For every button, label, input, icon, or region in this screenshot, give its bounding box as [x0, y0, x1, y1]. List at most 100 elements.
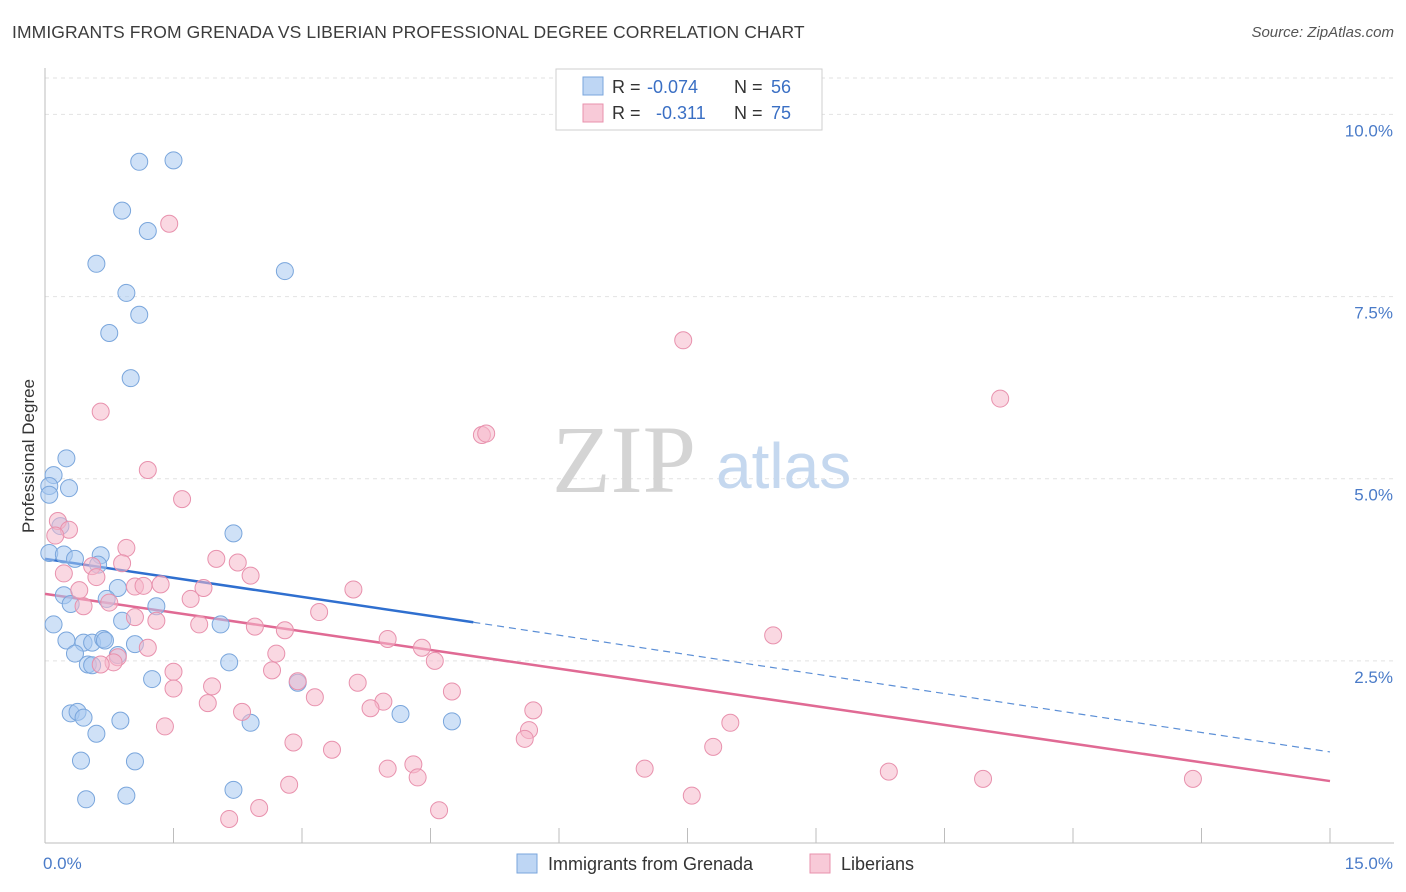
x-tick-label: 0.0%	[43, 854, 82, 873]
data-point	[515, 729, 534, 748]
data-point	[138, 222, 157, 240]
data-point	[164, 151, 183, 170]
data-point	[430, 801, 449, 820]
legend-n-value-liberians: 75	[771, 103, 791, 123]
data-point	[71, 751, 90, 770]
data-point	[322, 740, 341, 759]
data-point	[74, 708, 93, 727]
data-point	[46, 526, 65, 545]
data-point	[91, 655, 110, 674]
data-point	[263, 661, 282, 680]
legend-r-label-grenada: R =	[612, 77, 641, 97]
y-tick-label: 10.0%	[1345, 121, 1393, 140]
data-point	[310, 603, 329, 622]
data-point	[275, 621, 294, 640]
data-point	[65, 644, 84, 663]
data-point	[220, 809, 239, 828]
data-point	[991, 389, 1010, 408]
data-point	[224, 524, 243, 543]
data-point	[138, 460, 157, 479]
data-point	[682, 786, 701, 805]
data-point	[348, 673, 367, 692]
data-point	[130, 305, 149, 324]
data-point	[284, 733, 303, 752]
data-point	[125, 608, 144, 627]
data-point	[70, 581, 89, 600]
legend-swatch-liberians	[582, 103, 604, 123]
legend-n-value-grenada: 56	[771, 77, 791, 97]
y-tick-label: 2.5%	[1354, 668, 1393, 687]
data-point	[305, 688, 324, 707]
data-point	[1183, 769, 1202, 788]
data-point	[412, 638, 431, 657]
data-point	[151, 575, 170, 594]
legend-r-value-grenada: -0.074	[647, 77, 698, 97]
data-point	[138, 638, 157, 657]
data-point	[113, 554, 132, 573]
legend-r-value-liberians: -0.311	[656, 103, 706, 123]
data-point	[164, 679, 183, 698]
data-point	[425, 651, 444, 670]
data-point	[164, 662, 183, 681]
data-point	[344, 580, 363, 599]
data-point	[442, 682, 461, 701]
data-point	[250, 799, 269, 818]
watermark: ZIP atlas	[552, 406, 851, 513]
data-point	[100, 324, 119, 342]
data-point	[974, 769, 993, 788]
trend-lines	[44, 557, 1331, 783]
data-point	[391, 705, 410, 724]
data-point	[245, 617, 264, 636]
watermark-atlas: atlas	[716, 430, 851, 502]
data-point	[361, 699, 380, 718]
data-point	[378, 759, 397, 778]
data-point	[408, 768, 427, 787]
legend-swatch-grenada	[582, 76, 604, 96]
data-point	[87, 254, 106, 273]
legend-bottom: Immigrants from Grenada Liberians	[516, 853, 914, 874]
data-point	[143, 670, 162, 689]
y-tick-label: 7.5%	[1354, 304, 1393, 323]
data-point	[173, 490, 192, 509]
data-point	[704, 737, 723, 756]
data-point	[121, 369, 140, 388]
x-tick-label: 15.0%	[1345, 854, 1393, 873]
data-point	[524, 701, 543, 720]
data-point	[59, 479, 78, 498]
trend-line-liberians	[44, 592, 1331, 783]
data-point	[87, 724, 106, 743]
data-point	[125, 752, 144, 771]
data-point	[207, 549, 226, 568]
legend-bottom-label-grenada: Immigrants from Grenada	[548, 854, 754, 874]
legend-n-label-liberians: N =	[734, 103, 763, 123]
data-point	[224, 780, 243, 799]
legend-n-label-grenada: N =	[734, 77, 763, 97]
data-point	[117, 283, 136, 302]
data-point	[267, 644, 286, 663]
data-point	[233, 702, 252, 721]
data-point	[130, 152, 149, 171]
data-point	[160, 214, 179, 233]
data-point	[147, 611, 166, 630]
legend-top: R = -0.074 N = 56 R = -0.311 N = 75	[555, 68, 823, 131]
data-point	[111, 711, 130, 730]
legend-r-label-liberians: R =	[612, 103, 641, 123]
source-credit: Source: ZipAtlas.com	[1251, 24, 1394, 41]
data-point	[241, 566, 260, 585]
chart-title: IMMIGRANTS FROM GRENADA VS LIBERIAN PROF…	[12, 22, 805, 42]
data-point	[211, 615, 230, 634]
data-point	[220, 653, 239, 672]
data-point	[95, 631, 114, 650]
data-point	[228, 553, 247, 572]
legend-bottom-swatch-liberians	[809, 853, 831, 874]
tick-labels: 2.5% 5.0% 7.5% 10.0% 0.0% 15.0%	[43, 121, 1393, 873]
data-point	[203, 677, 222, 696]
data-point	[275, 262, 294, 281]
watermark-zip: ZIP	[552, 406, 696, 513]
y-tick-label: 5.0%	[1354, 486, 1393, 505]
data-point	[721, 713, 740, 732]
data-point	[57, 449, 76, 468]
data-point	[194, 579, 213, 597]
data-point	[155, 717, 174, 736]
